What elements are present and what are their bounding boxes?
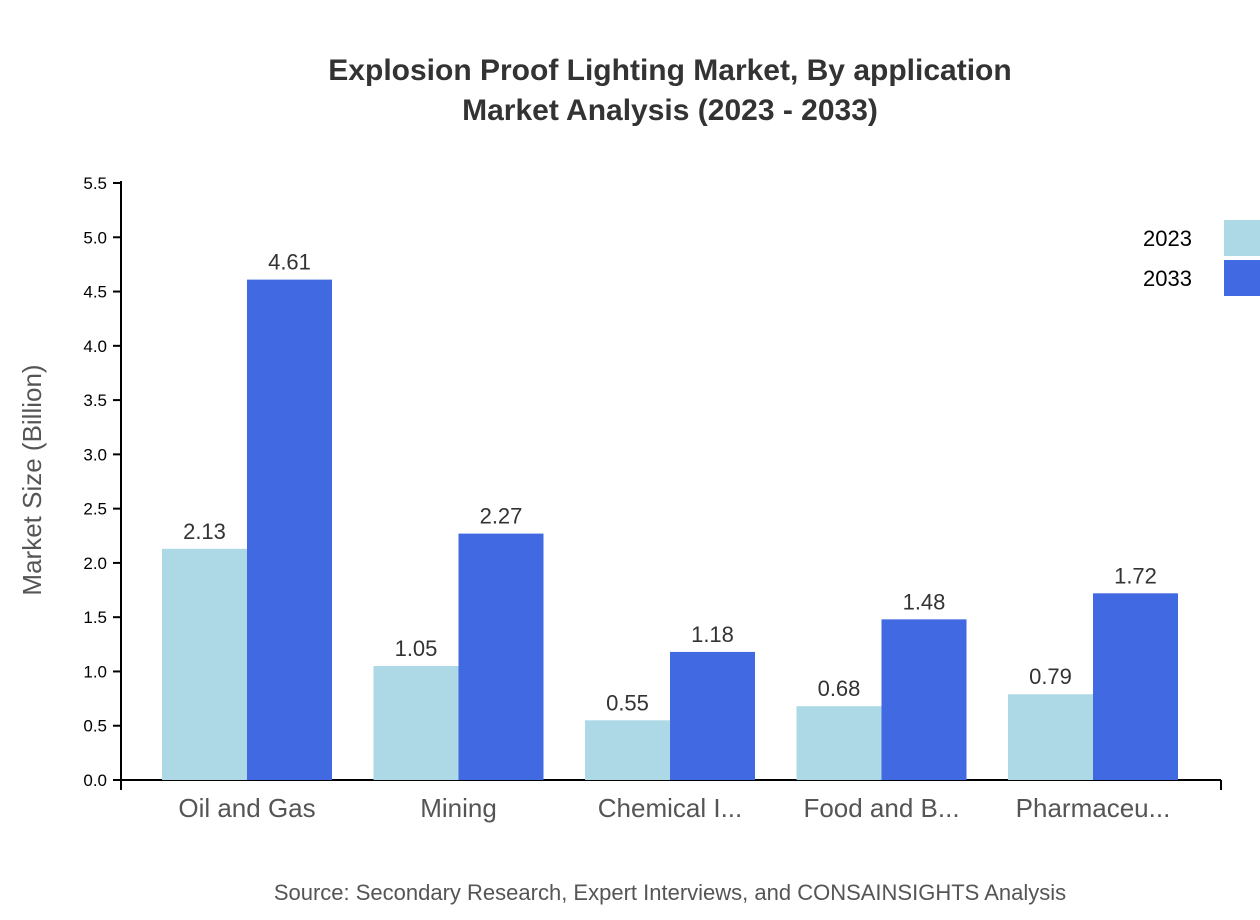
- bar-2033: [670, 651, 755, 780]
- y-tick-label: 4.5: [83, 283, 107, 302]
- bar-2023: [373, 666, 459, 780]
- bar-2023: [1008, 694, 1093, 780]
- data-label: 1.72: [1114, 563, 1157, 588]
- chart-title: Explosion Proof Lighting Market, By appl…: [328, 54, 1011, 87]
- y-tick-label: 0.0: [83, 771, 107, 790]
- data-label: 2.13: [183, 519, 226, 544]
- x-tick-label: Mining: [420, 793, 497, 823]
- data-label: 0.55: [606, 690, 649, 715]
- bar-2023: [162, 548, 247, 780]
- y-tick-label: 5.0: [83, 228, 107, 247]
- x-tick-label: Pharmaceu...: [1016, 793, 1171, 823]
- chart-subtitle: Market Analysis (2023 - 2033): [462, 94, 878, 127]
- y-tick-label: 1.5: [83, 608, 107, 627]
- bar-2033: [458, 533, 544, 780]
- bar-2033: [881, 619, 967, 780]
- legend: 2023 2033: [1143, 220, 1260, 296]
- x-tick-label: Food and B...: [803, 793, 959, 823]
- data-label: 2.27: [480, 504, 523, 529]
- y-tick-label: 5.5: [83, 174, 107, 193]
- data-label: 1.05: [395, 636, 438, 661]
- data-label: 0.68: [818, 676, 861, 701]
- y-axis-label: Market Size (Billion): [17, 364, 47, 595]
- bar-2033: [247, 279, 332, 780]
- source-note: Source: Secondary Research, Expert Inter…: [274, 880, 1066, 905]
- bar-2023: [796, 706, 882, 780]
- data-label: 1.48: [903, 589, 946, 614]
- data-label: 0.79: [1029, 664, 1072, 689]
- y-tick-label: 4.0: [83, 337, 107, 356]
- bar-2023: [585, 720, 670, 780]
- data-label: 4.61: [268, 250, 311, 275]
- y-tick-label: 1.0: [83, 662, 107, 681]
- y-tick-label: 2.0: [83, 554, 107, 573]
- bars: 2.13 4.61 1.05 2.27 0.55 1.18 0.68 1.48 0.79 1.72: [162, 250, 1178, 780]
- x-tick-label: Chemical I...: [598, 793, 743, 823]
- y-tick-label: 3.5: [83, 391, 107, 410]
- legend-swatch: [1224, 260, 1260, 296]
- axes: 0.0 0.5 1.0 1.5 2.0 2.5 3.0 3.5 4.0 4.5 5.0 5.5 Oil …: [83, 174, 1222, 823]
- legend-label: 2023: [1143, 226, 1192, 251]
- y-tick-label: 3.0: [83, 445, 107, 464]
- bar-2033: [1093, 593, 1178, 780]
- x-tick-label: Oil and Gas: [178, 793, 315, 823]
- y-tick-label: 0.5: [83, 717, 107, 736]
- data-label: 1.18: [691, 622, 734, 647]
- y-tick-label: 2.5: [83, 500, 107, 519]
- legend-label: 2033: [1143, 266, 1192, 291]
- legend-swatch: [1224, 220, 1260, 256]
